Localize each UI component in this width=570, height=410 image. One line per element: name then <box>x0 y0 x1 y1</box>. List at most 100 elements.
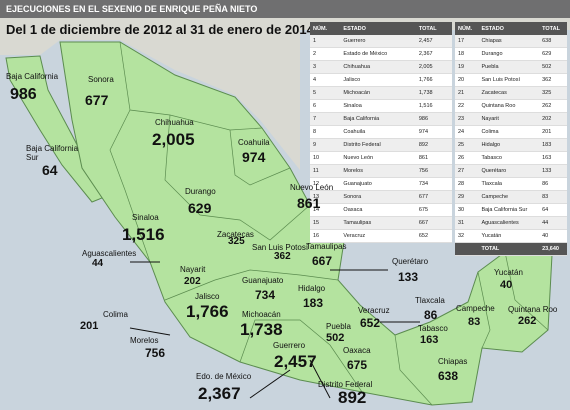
column-header: ESTADO <box>340 22 416 35</box>
state-name: Coahuila <box>238 138 270 147</box>
state-name: Baja California <box>6 72 59 81</box>
table-cell: 31 <box>455 216 479 230</box>
table-cell: 14 <box>310 203 341 217</box>
state-name: Baja California Sur <box>26 144 79 162</box>
table-cell: Tabasco <box>478 151 540 165</box>
state-value: 2,367 <box>198 384 241 403</box>
column-header: ESTADO <box>478 22 540 35</box>
table-row: 17 Chiapas 638 <box>455 35 567 48</box>
table-cell: Nayarit <box>478 112 540 126</box>
state-name: Sinaloa <box>132 213 159 222</box>
table-cell: Zacatecas <box>478 86 540 100</box>
table-cell: 15 <box>310 216 341 230</box>
state-name: Tabasco <box>418 324 448 333</box>
table-cell: Puebla <box>478 60 540 74</box>
state-name: Chiapas <box>438 357 468 366</box>
table-cell: 325 <box>539 86 567 100</box>
state-value: 734 <box>255 288 276 302</box>
table-cell: 202 <box>539 112 567 126</box>
state-name: Guanajuato <box>242 276 284 285</box>
table-cell: 675 <box>415 203 452 217</box>
table-header: NÚM. ESTADO TOTAL <box>455 22 567 35</box>
column-header: TOTAL <box>415 22 452 35</box>
table-cell: 11 <box>310 164 341 178</box>
table-cell: Sonora <box>340 190 416 204</box>
ranking-table: NÚM. ESTADO TOTAL 1 Guerrero 2,457 2 Estado de … <box>310 22 452 243</box>
table-cell: Baja California <box>340 112 416 126</box>
table-row: 24 Colima 201 <box>455 125 567 139</box>
state-value: 262 <box>518 315 537 327</box>
table-cell: 133 <box>539 164 567 178</box>
table-row: 11 Morelos 756 <box>310 164 452 178</box>
header-subtitle: Del 1 de diciembre de 2012 al 31 de ener… <box>6 22 314 37</box>
state-name: Nayarit <box>180 265 206 274</box>
table-cell: 1,738 <box>415 86 452 100</box>
table-cell: 2 <box>310 47 341 61</box>
state-name: Chihuahua <box>155 118 194 127</box>
table-row: 10 Nuevo León 861 <box>310 151 452 165</box>
table-row: 23 Nayarit 202 <box>455 112 567 126</box>
table-cell: 18 <box>455 47 479 61</box>
total-cell: 23,640 <box>539 242 567 256</box>
table-cell: 629 <box>539 47 567 61</box>
table-cell: Coahuila <box>340 125 416 139</box>
state-name: Tamaulipas <box>306 242 347 251</box>
table-cell: 19 <box>455 60 479 74</box>
table-row: 9 Distrito Federal 892 <box>310 138 452 152</box>
table-row: 26 Tabasco 163 <box>455 151 567 165</box>
table-cell: 183 <box>539 138 567 152</box>
table-row: 1 Guerrero 2,457 <box>310 35 452 48</box>
table-cell: Oaxaca <box>340 203 416 217</box>
state-name: Edo. de México <box>196 372 252 381</box>
table-cell: 23 <box>455 112 479 126</box>
table-cell: 40 <box>539 229 567 243</box>
table-row: 16 Veracruz 652 <box>310 229 452 243</box>
table-cell: Campeche <box>478 190 540 204</box>
state-name: Colima <box>103 310 128 319</box>
table-row: 29 Campeche 83 <box>455 190 567 204</box>
table-cell: 1 <box>310 35 341 48</box>
table-cell: 9 <box>310 138 341 152</box>
ranking-table: NÚM. ESTADO TOTAL 17 Chiapas 638 18 Durango 629 1… <box>455 22 567 256</box>
table-row: 22 Quintana Roo 262 <box>455 99 567 113</box>
table-cell: Yucatán <box>478 229 540 243</box>
state-value: 638 <box>438 369 459 383</box>
state-value: 1,766 <box>186 302 229 321</box>
state-value: 163 <box>420 334 439 346</box>
state-name: Zacatecas <box>217 230 254 239</box>
table-cell: 861 <box>415 151 452 165</box>
table-cell: 163 <box>539 151 567 165</box>
state-value: 892 <box>338 388 367 407</box>
table-cell: 22 <box>455 99 479 113</box>
state-value: 133 <box>398 270 419 284</box>
table-row: 20 San Luis Potosí 362 <box>455 73 567 87</box>
state-value: 677 <box>85 92 109 108</box>
table-cell: 262 <box>539 99 567 113</box>
table-cell: 986 <box>415 112 452 126</box>
table-cell: 30 <box>455 203 479 217</box>
state-value: 1,516 <box>122 225 165 244</box>
table-cell: 20 <box>455 73 479 87</box>
table-cell: 362 <box>539 73 567 87</box>
table-row: 32 Yucatán 40 <box>455 229 567 243</box>
table-cell: 7 <box>310 112 341 126</box>
table-cell: 10 <box>310 151 341 165</box>
table-cell: 756 <box>415 164 452 178</box>
state-name: Veracruz <box>358 306 390 315</box>
state-value: 986 <box>10 86 37 103</box>
table-cell: Sinaloa <box>340 99 416 113</box>
table-cell: 5 <box>310 86 341 100</box>
table-cell: Colima <box>478 125 540 139</box>
table-cell: 13 <box>310 190 341 204</box>
table-total: TOTAL 23,640 <box>455 242 567 256</box>
table-row: 13 Sonora 677 <box>310 190 452 204</box>
table-row: 12 Guanajuato 734 <box>310 177 452 191</box>
table-cell: 26 <box>455 151 479 165</box>
state-value: 2,005 <box>152 130 195 149</box>
state-value: 667 <box>312 254 333 268</box>
table-header: NÚM. ESTADO TOTAL <box>310 22 452 35</box>
table-cell: 86 <box>539 177 567 191</box>
table-cell: Hidalgo <box>478 138 540 152</box>
